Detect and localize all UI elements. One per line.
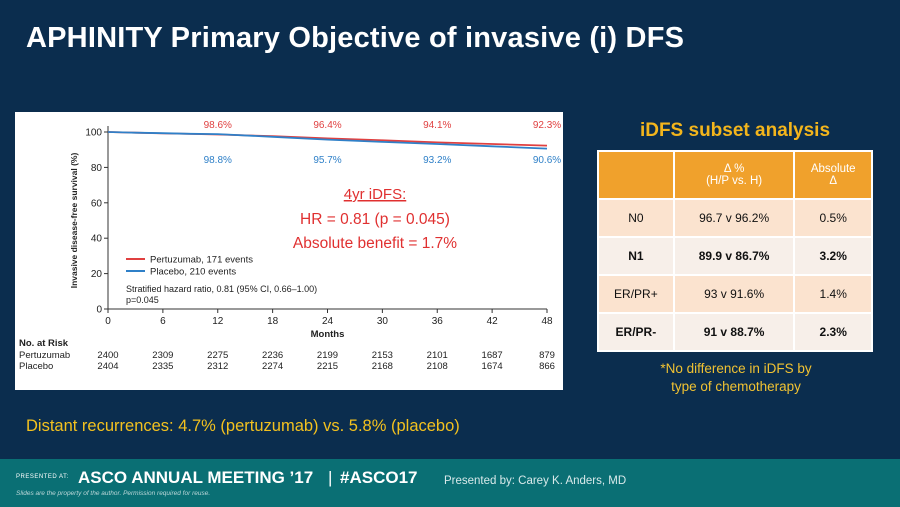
subset-row: N0 96.7 v 96.2% 0.5%	[597, 198, 873, 238]
at-risk-value: 1687	[482, 350, 503, 361]
subset-delta-cell: 96.7 v 96.2%	[672, 198, 796, 238]
y-tick-label: 40	[91, 234, 103, 245]
subset-header-row: Δ % (H/P vs. H) Absolute Δ	[597, 150, 873, 200]
y-axis-label: Invasive disease-free survival (%)	[69, 153, 79, 289]
legend-label: Placebo, 210 events	[150, 267, 236, 278]
at-risk-value: 879	[539, 350, 555, 361]
x-tick-label: 36	[432, 316, 444, 327]
y-tick-label: 100	[85, 128, 102, 139]
subset-group-cell: ER/PR-	[597, 312, 675, 352]
at-risk-value: 2168	[372, 361, 393, 372]
distant-recurrence-text: Distant recurrences: 4.7% (pertuzumab) v…	[26, 417, 460, 435]
x-tick-label: 48	[541, 316, 553, 327]
annotation-benefit: Absolute benefit = 1.7%	[293, 235, 457, 252]
at-risk-value: 2199	[317, 350, 338, 361]
subset-group-cell: N0	[597, 198, 675, 238]
pertuzumab-rate-label: 92.3%	[533, 120, 561, 131]
subset-absolute-cell: 3.2%	[793, 236, 873, 276]
subset-group-cell: ER/PR+	[597, 274, 675, 314]
y-tick-label: 0	[96, 305, 102, 316]
pertuzumab-rate-label: 96.4%	[313, 120, 341, 131]
subset-group-cell: N1	[597, 236, 675, 276]
at-risk-value: 2309	[152, 350, 173, 361]
annotation-hr: HR = 0.81 (p = 0.045)	[300, 211, 450, 228]
subset-header-absolute: Absolute Δ	[793, 150, 873, 200]
x-tick-label: 30	[377, 316, 389, 327]
subset-absolute-cell: 1.4%	[793, 274, 873, 314]
at-risk-value: 2275	[207, 350, 228, 361]
subset-absolute-cell: 0.5%	[793, 198, 873, 238]
presenter-credit: Presented by: Carey K. Anders, MD	[444, 475, 627, 487]
at-risk-value: 2153	[372, 350, 393, 361]
x-tick-label: 0	[105, 316, 111, 327]
subset-header-delta: Δ % (H/P vs. H)	[672, 150, 796, 200]
slide-title: APHINITY Primary Objective of invasive (…	[26, 22, 685, 54]
at-risk-value: 1674	[482, 361, 503, 372]
subset-title: iDFS subset analysis	[639, 120, 831, 141]
pertuzumab-rate-label: 94.1%	[423, 120, 451, 131]
at-risk-value: 2236	[262, 350, 283, 361]
subset-row: ER/PR+ 93 v 91.6% 1.4%	[597, 274, 873, 314]
km-chart-panel: 0 20 40 60 80 100 0 6 12 18 24 30 36 42 48 Months Invasi…	[15, 112, 563, 390]
subset-absolute-cell: 2.3%	[793, 312, 873, 352]
footnote-line-2: type of chemotherapy	[671, 379, 801, 394]
footnote-line-1: *No difference in iDFS by	[660, 361, 812, 376]
pertuzumab-rate-label: 98.6%	[204, 120, 232, 131]
footer-separator: |	[328, 468, 333, 487]
legend-label: Pertuzumab, 171 events	[150, 255, 253, 266]
placebo-rate-label: 93.2%	[423, 155, 451, 166]
placebo-rate-label: 90.6%	[533, 155, 561, 166]
at-risk-value: 2101	[427, 350, 448, 361]
subset-row: ER/PR- 91 v 88.7% 2.3%	[597, 312, 873, 352]
at-risk-title: No. at Risk	[19, 338, 69, 349]
stat-note-line-1: Stratified hazard ratio, 0.81 (95% CI, 0…	[126, 284, 317, 294]
subset-delta-cell: 91 v 88.7%	[672, 312, 796, 352]
stat-note-line-2: p=0.045	[126, 295, 159, 305]
slides-permission-note: Slides are the property of the author. P…	[16, 490, 211, 497]
at-risk-value: 2335	[152, 361, 173, 372]
subset-delta-cell: 93 v 91.6%	[672, 274, 796, 314]
y-tick-label: 60	[91, 198, 103, 209]
subset-header-group	[597, 150, 675, 200]
x-tick-label: 12	[212, 316, 224, 327]
at-risk-value: 866	[539, 361, 555, 372]
subset-table: Δ % (H/P vs. H) Absolute Δ N0 96.7 v 96.2% 0.5…	[597, 150, 873, 352]
x-axis-label: Months	[311, 329, 345, 340]
at-risk-value: 2108	[427, 361, 448, 372]
placebo-rate-label: 98.8%	[204, 155, 232, 166]
x-tick-label: 18	[267, 316, 279, 327]
y-tick-label: 20	[91, 269, 103, 280]
at-risk-value: 2215	[317, 361, 338, 372]
footer-bar: PRESENTED AT: ASCO ANNUAL MEETING ’17 | …	[0, 459, 900, 507]
annotation-heading: 4yr iDFS:	[344, 186, 407, 203]
meeting-hashtag: #ASCO17	[340, 468, 418, 487]
meeting-name: ASCO ANNUAL MEETING ’17	[78, 468, 314, 487]
x-tick-label: 42	[487, 316, 499, 327]
placebo-curve	[107, 131, 548, 150]
at-risk-value: 2404	[97, 361, 118, 372]
y-tick-label: 80	[91, 163, 103, 174]
at-risk-row-label: Pertuzumab	[19, 350, 70, 361]
subset-footnote: *No difference in iDFS by type of chemot…	[598, 360, 874, 396]
at-risk-value: 2312	[207, 361, 228, 372]
presented-at-label: PRESENTED AT:	[16, 474, 69, 480]
placebo-rate-label: 95.7%	[313, 155, 341, 166]
subset-row: N1 89.9 v 86.7% 3.2%	[597, 236, 873, 276]
at-risk-value: 2400	[97, 350, 118, 361]
at-risk-value: 2274	[262, 361, 283, 372]
subset-delta-cell: 89.9 v 86.7%	[672, 236, 796, 276]
x-tick-label: 24	[322, 316, 334, 327]
km-chart: 0 20 40 60 80 100 0 6 12 18 24 30 36 42 48 Months Invasi…	[19, 120, 561, 372]
at-risk-row-label: Placebo	[19, 361, 53, 372]
x-tick-label: 6	[160, 316, 166, 327]
